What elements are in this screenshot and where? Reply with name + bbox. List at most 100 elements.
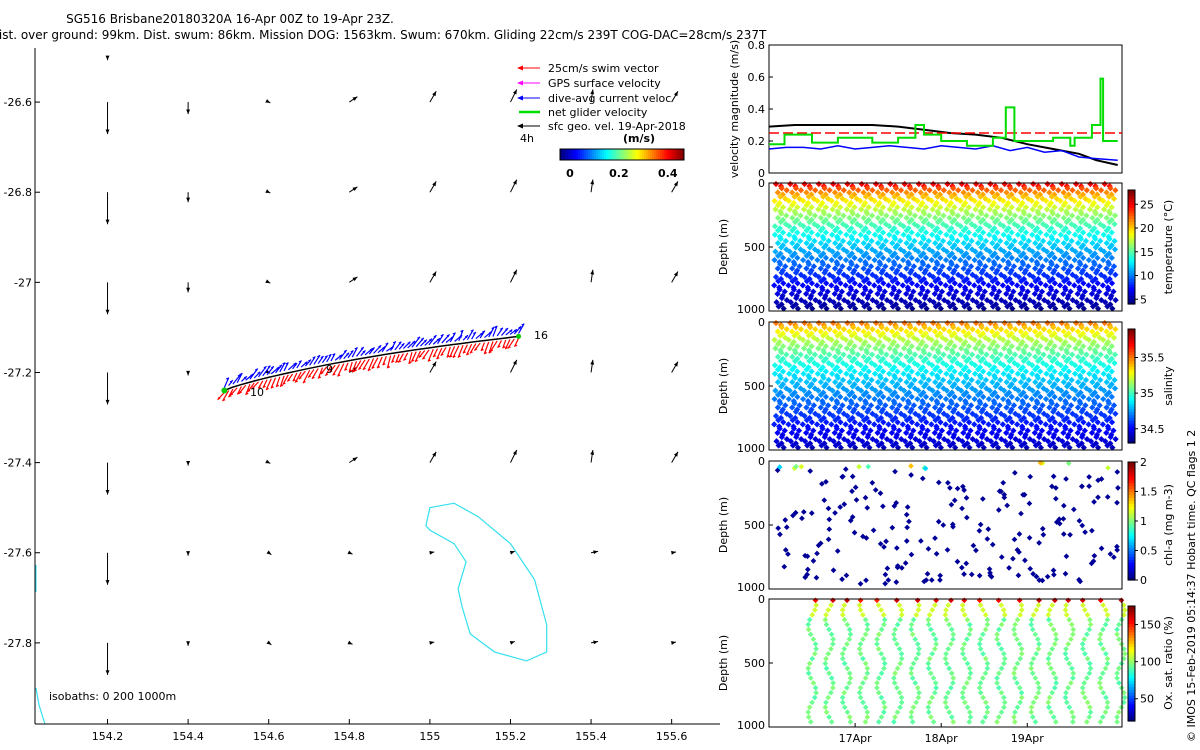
colorbar-swatch [610,149,613,160]
colorbar-swatch [676,149,679,160]
map-xtick-label: 154.2 [92,730,124,743]
profile-sample-dot [787,273,794,281]
profile-sample-dot [862,286,869,293]
profile-sample-dot [803,252,810,259]
legend-time-label: 4h [520,132,534,145]
map-panel: 154.2 154.4 154.6 154.8 155 155.2 155.4 155.6 -2… [4,48,720,743]
colorbar-swatch [636,149,639,160]
isobaths-label: isobaths: 0 200 1000m [49,690,176,703]
colorbar-label: chl-a (mg m-3) [1162,484,1175,566]
geo-velocity-arrowhead [512,179,517,185]
dive-avg-current-arrowhead [324,355,328,359]
colorbar-swatch [666,149,669,160]
geo-velocity-arrowhead [266,640,272,645]
swim-vector-arrowhead [418,354,422,358]
profile-sample-dot [845,290,853,297]
geo-velocity-arrowhead [673,271,678,277]
colorbar-tick-label: 20 [1140,222,1154,235]
swim-vector-arrowhead [466,352,470,356]
colorbar-swatch [614,149,617,160]
colorbar-swatch [608,149,611,160]
profile-sample-dot [889,303,897,310]
isobath-contour [425,502,548,662]
profile-sample-dot [909,305,916,312]
profile-sample-dot [864,269,871,276]
swim-vector-arrowhead [312,375,316,379]
swim-vector-arrowhead [481,348,485,352]
geo-velocity-arrowhead [432,361,437,367]
profile-sample-dot [844,299,852,306]
map-ytick-label: -26.8 [4,186,32,199]
profile-sample-dot [773,299,780,306]
profile-sample-dot [856,282,864,289]
profile-sample-dot [821,269,828,276]
geo-velocity-arrowhead [432,451,437,457]
colorbar-swatch [680,149,683,160]
profile-sample-dot [918,278,925,285]
colorbar-tick-label: 15 [1140,246,1154,259]
profile-sample-dot [793,294,800,302]
dive-avg-current-arrowhead [491,326,495,330]
swim-vector-arrowhead [403,357,407,361]
colorbar-swatch [568,149,571,160]
geo-velocity-arrowhead [512,359,517,365]
profile-sample-dot [817,252,825,259]
profile-sample-dot [828,282,835,289]
profile-sample-dot [893,294,900,302]
profile-sample-dot [821,294,828,302]
colorbar-tick-label: 35.5 [1140,352,1165,365]
colorbar-swatch [620,149,623,160]
profile-sample-dot [816,299,823,306]
geo-velocity-arrowhead [186,641,191,646]
geo-velocity-arrowhead [593,550,599,555]
colorbar-swatch [588,149,591,160]
profile-sample-dot [875,303,882,310]
profile-sample-dot [876,286,883,293]
swim-vector-arrowhead [408,360,412,364]
depth-ytick-label: 1000 [737,442,765,455]
dive-avg-current-arrowhead [298,360,302,364]
colorbar-swatch [606,149,609,160]
colorbar-swatch [634,149,637,160]
swim-vector-arrowhead [363,366,367,370]
oxygen-sample-dot [1122,694,1128,701]
profile-sample-dot [830,299,837,306]
profile-sample-dot [874,290,881,297]
colorbar-swatch [612,149,615,160]
colorbar-swatch [566,149,569,160]
colorbar-frame [559,148,685,161]
colorbar-swatch [642,149,645,160]
map-ytick-label: -27.4 [4,457,32,470]
profile-sample-dot [809,305,816,312]
track-label-9: 9 [326,363,333,376]
swim-vector-arrowhead [415,358,419,362]
colorbar-swatch [572,149,575,160]
profile-sample-dot [878,294,886,302]
swim-vector-arrowhead [217,396,221,400]
depth-ytick-label: 1000 [737,719,765,732]
profile-sample-dot [907,269,914,276]
profile-sample-dot [904,303,911,310]
velocity-magnitude-panel: 0 0.2 0.4 0.6 0.8 velocity magnitude (m/s) [728,39,1123,180]
profile-sample-dot [915,273,923,281]
colorbar-title: (m/s) [623,132,655,145]
credit-text: © IMOS 15-Feb-2019 05:14:37 Hobart time.… [1185,430,1198,742]
swim-vector-arrowhead [280,383,284,387]
dive-avg-current-arrowhead [423,339,427,343]
map-xtick-label: 155.6 [656,730,688,743]
legend-label: net glider velocity [548,106,648,119]
profile-sample-dot [823,305,830,312]
legend-arrowhead [517,80,523,86]
profile-sample-dot [894,305,902,312]
colorbar-swatch [586,149,589,160]
swim-vector-arrowhead [490,348,494,352]
colorbar-swatch [628,149,631,160]
swim-vector-arrowhead [325,372,329,376]
colorbar-tick-label: 50 [1140,693,1154,706]
legend-arrowhead [517,95,523,101]
dive-avg-current-arrowhead [378,345,382,349]
profile-sample-dot [830,273,837,281]
geo-velocity-arrowhead [352,186,358,191]
geo-velocity-arrowhead [352,457,358,462]
temperature-panel: 0 500 1000 Depth (m) 5 10 15 20 25 temperature (°… [717,177,1175,316]
